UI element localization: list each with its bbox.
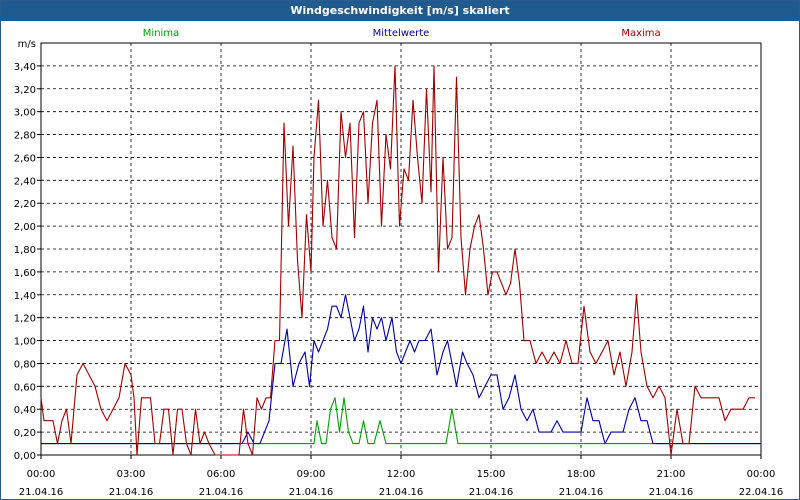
y-tick-label: 3,20 [14,85,36,96]
x-tick-date-label: 21.04.16 [559,487,604,498]
x-tick-date-label: 21.04.16 [289,487,334,498]
x-tick-time-label: 15:00 [477,469,506,480]
x-tick-time-label: 03:00 [117,469,146,480]
y-tick-label: 1,40 [14,291,36,302]
y-tick-label: 0,20 [14,428,36,439]
chart-grid [40,43,762,456]
x-tick-date-label: 21.04.16 [649,487,694,498]
x-tick-time-label: 09:00 [297,469,326,480]
y-tick-label: 2,60 [14,153,36,164]
x-tick-time-label: 00:00 [27,469,56,480]
plot-frame [40,42,762,456]
y-tick-label: 1,20 [14,314,36,325]
y-tick-label: 2,40 [14,176,36,187]
window-title: Windgeschwindigkeit [m/s] skaliert [1,1,799,21]
x-tick-time-label: 06:00 [207,469,236,480]
y-tick-label: 1,80 [14,245,36,256]
chart-legend: Minima Mittelwerte Maxima [143,28,661,39]
series-line-mittelwerte [41,294,761,445]
y-tick-label: 2,00 [14,222,36,233]
y-axis: 0,00 0,20 0,40 0,60 0,80 1,00 1,20 1,40 1,60 1,80… [14,39,41,462]
legend-entry: Maxima [621,28,660,39]
series-line-maxima [40,65,755,456]
y-axis-label: m/s [18,39,36,50]
wind-speed-chart: Minima Mittelwerte Maxima 0,00 0,20 0,40 0,60… [14,28,784,498]
y-tick-label: 2,80 [14,131,36,142]
y-tick-label: 1,60 [14,268,36,279]
y-tick-label: 0,00 [14,451,36,462]
x-tick-time-label: 00:00 [747,469,776,480]
legend-entry: Minima [143,28,179,39]
x-tick-date-label: 21.04.16 [379,487,424,498]
y-tick-label: 3,40 [14,62,36,73]
x-tick-date-label: 21.04.16 [469,487,514,498]
chart-plot-area [40,42,762,456]
x-tick-date-label: 21.04.16 [199,487,244,498]
y-tick-label: 0,60 [14,382,36,393]
x-axis: 00:00 21.04.16 03:00 21.04.16 06:00 21.04.16 0… [19,455,784,498]
y-tick-label: 0,80 [14,359,36,370]
y-tick-label: 0,40 [14,405,36,416]
y-tick-label: 1,00 [14,337,36,348]
x-tick-time-label: 12:00 [387,469,416,480]
x-tick-time-label: 21:00 [657,469,686,480]
y-tick-label: 3,00 [14,108,36,119]
y-tick-label: 2,20 [14,199,36,210]
x-tick-time-label: 18:00 [567,469,596,480]
x-tick-date-label: 21.04.16 [19,487,64,498]
chart-series [40,65,761,456]
legend-entry: Mittelwerte [373,28,430,39]
x-tick-date-label: 21.04.16 [109,487,154,498]
series-line-minima [41,397,761,445]
x-tick-date-label: 22.04.16 [739,487,784,498]
